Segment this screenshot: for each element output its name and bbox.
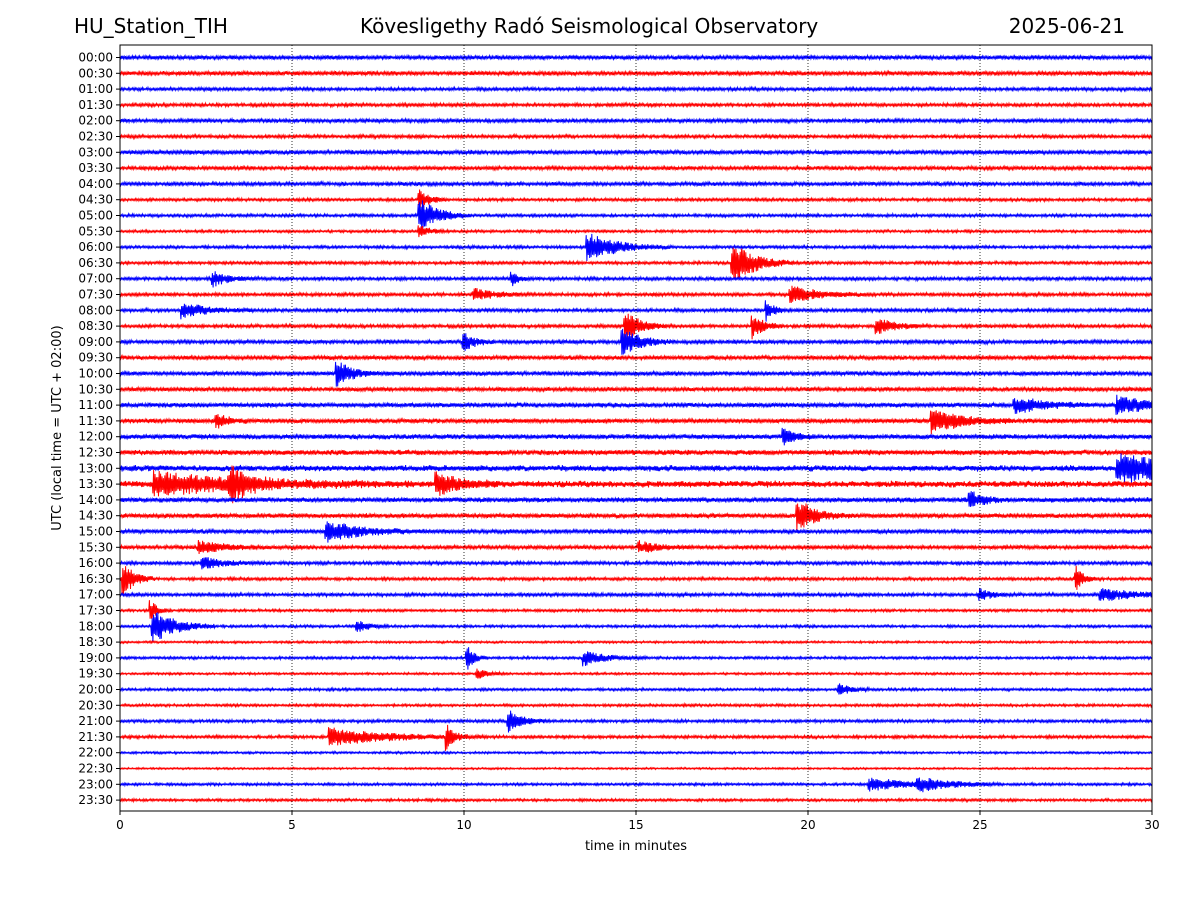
y-tick-label: 10:30 — [78, 382, 113, 396]
y-tick-label: 11:30 — [78, 414, 113, 428]
y-tick-label: 23:00 — [78, 777, 113, 791]
date-label: 2025-06-21 — [1008, 14, 1125, 38]
x-tick-label: 15 — [628, 818, 643, 832]
y-tick-label: 16:00 — [78, 556, 113, 570]
y-tick-label: 22:00 — [78, 746, 113, 760]
y-tick-label: 04:30 — [78, 193, 113, 207]
trace-2330 — [119, 796, 1153, 804]
x-tick-label: 30 — [1144, 818, 1159, 832]
y-tick-label: 20:30 — [78, 698, 113, 712]
trace-0600 — [119, 233, 1153, 261]
y-tick-label: 07:30 — [78, 288, 113, 302]
y-tick-label: 20:00 — [78, 683, 113, 697]
y-tick-label: 00:00 — [78, 51, 113, 65]
trace-0800 — [119, 300, 1153, 322]
y-tick-label: 14:30 — [78, 509, 113, 523]
y-tick-label: 22:30 — [78, 762, 113, 776]
trace-1130 — [119, 410, 1153, 435]
trace-1000 — [119, 361, 1153, 387]
x-axis-ticks: 0 5 10 15 20 25 30 — [116, 811, 1160, 832]
y-tick-label: 11:00 — [78, 398, 113, 412]
y-tick-label: 16:30 — [78, 572, 113, 586]
y-tick-label: 17:00 — [78, 588, 113, 602]
x-tick-label: 0 — [116, 818, 124, 832]
y-tick-label: 13:30 — [78, 477, 113, 491]
y-tick-label: 21:30 — [78, 730, 113, 744]
y-tick-label: 15:00 — [78, 525, 113, 539]
y-tick-label: 10:00 — [78, 367, 113, 381]
y-tick-label: 12:30 — [78, 446, 113, 460]
y-tick-label: 19:30 — [78, 667, 113, 681]
x-tick-label: 20 — [800, 818, 815, 832]
y-tick-label: 08:00 — [78, 303, 113, 317]
station-name: HU_Station_TIH — [74, 14, 228, 38]
seismogram-traces — [119, 53, 1153, 804]
y-tick-label: 18:00 — [78, 619, 113, 633]
vertical-gridlines — [291, 45, 981, 811]
y-tick-label: 06:30 — [78, 256, 113, 270]
trace-0130 — [119, 101, 1153, 109]
x-tick-label: 25 — [972, 818, 987, 832]
y-tick-label: 02:30 — [78, 130, 113, 144]
y-tick-label: 19:00 — [78, 651, 113, 665]
trace-1800 — [119, 612, 1153, 642]
y-tick-label: 05:30 — [78, 224, 113, 238]
y-tick-label: 09:00 — [78, 335, 113, 349]
trace-0430 — [119, 189, 1153, 208]
y-tick-label: 13:00 — [78, 461, 113, 475]
trace-0900 — [119, 328, 1153, 355]
y-tick-label: 21:00 — [78, 714, 113, 728]
y-tick-label: 09:30 — [78, 351, 113, 365]
y-tick-label: 23:30 — [78, 793, 113, 807]
observatory-title: Kövesligethy Radó Seismological Observat… — [360, 14, 819, 38]
y-tick-label: 07:00 — [78, 272, 113, 286]
x-axis-label: time in minutes — [585, 839, 687, 854]
y-tick-label: 18:30 — [78, 635, 113, 649]
y-tick-label: 04:00 — [78, 177, 113, 191]
y-tick-label: 17:30 — [78, 604, 113, 618]
x-tick-label: 5 — [288, 818, 296, 832]
trace-1930 — [119, 668, 1153, 679]
y-tick-label: 14:00 — [78, 493, 113, 507]
y-tick-label: 15:30 — [78, 540, 113, 554]
y-tick-label: 00:30 — [78, 66, 113, 80]
trace-1200 — [119, 427, 1153, 446]
y-tick-label: 03:00 — [78, 145, 113, 159]
y-tick-label: 08:30 — [78, 319, 113, 333]
x-tick-label: 10 — [456, 818, 471, 832]
y-tick-label: 02:00 — [78, 114, 113, 128]
trace-0630 — [119, 247, 1153, 280]
trace-2000 — [119, 683, 1153, 695]
y-tick-label: 01:00 — [78, 82, 113, 96]
trace-0030 — [119, 69, 1153, 78]
y-tick-label: 01:30 — [78, 98, 113, 112]
y-tick-label: 06:00 — [78, 240, 113, 254]
trace-2130 — [119, 724, 1153, 751]
y-tick-label: 12:00 — [78, 430, 113, 444]
y-tick-label: 03:30 — [78, 161, 113, 175]
y-tick-label: 05:00 — [78, 209, 113, 223]
y-axis-label: UTC (local time = UTC + 02:00) — [50, 325, 65, 530]
